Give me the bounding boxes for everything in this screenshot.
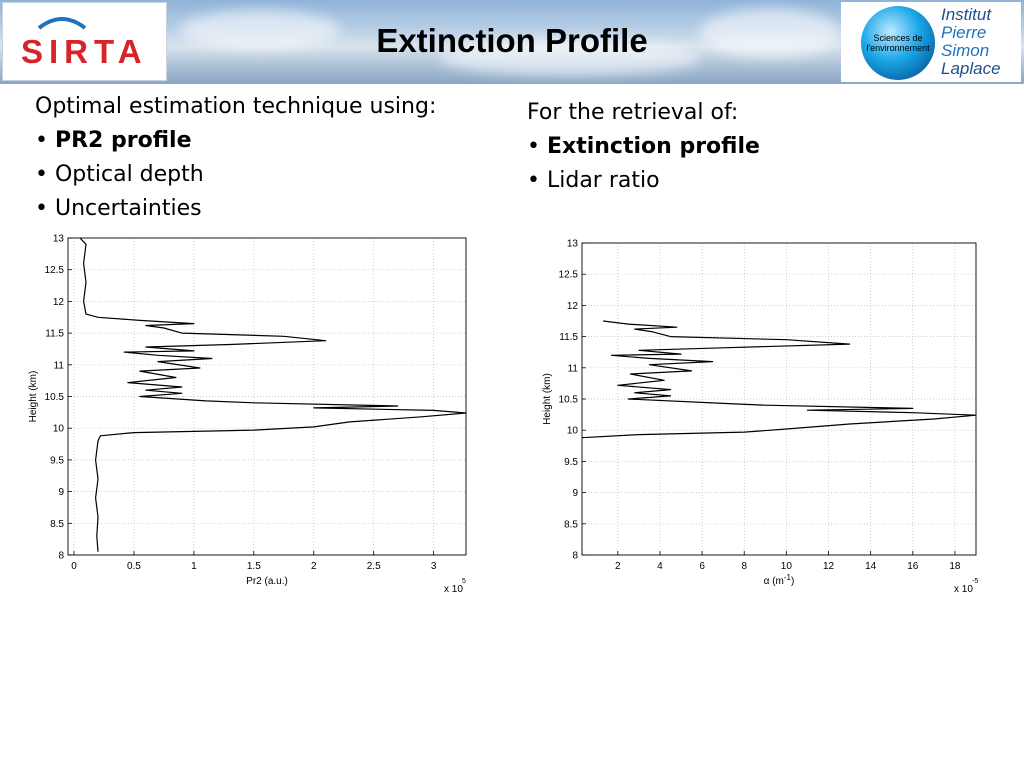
x-tick-label: 3 xyxy=(431,561,437,572)
y-tick-label: 10.5 xyxy=(45,392,65,403)
x-tick-label: 6 xyxy=(699,561,705,572)
y-tick-label: 9 xyxy=(572,488,578,499)
x-tick-label: 8 xyxy=(741,561,747,572)
right-text-block: For the retrieval of: • Extinction profi… xyxy=(527,96,760,198)
ipsl-line-3: Simon xyxy=(941,41,990,60)
left-bullet-3-text: Uncertainties xyxy=(54,196,202,221)
y-tick-label: 11 xyxy=(568,363,579,374)
left-bullet-3: • Uncertainties xyxy=(35,196,202,221)
right-bullet-2: • Lidar ratio xyxy=(527,168,660,193)
x-tick-label: 14 xyxy=(865,561,877,572)
y-tick-label: 11 xyxy=(54,360,65,371)
y-tick-label: 10 xyxy=(53,424,65,435)
x-multiplier-label: x 10 xyxy=(444,584,463,595)
x-axis-label: Pr2 (a.u.) xyxy=(246,576,288,587)
x-tick-label: 1.5 xyxy=(247,561,261,572)
y-tick-label: 8.5 xyxy=(50,519,64,530)
x-tick-label: 2 xyxy=(311,561,317,572)
y-tick-label: 8 xyxy=(572,551,578,562)
x-tick-label: 16 xyxy=(907,561,919,572)
x-axis-label: α (m-1) xyxy=(764,573,795,587)
cloud-decoration xyxy=(440,40,700,76)
left-intro: Optimal estimation technique using: xyxy=(35,94,437,119)
y-tick-label: 12 xyxy=(53,297,65,308)
x-tick-label: 10 xyxy=(781,561,793,572)
series-line-0 xyxy=(79,237,467,552)
series-line-0 xyxy=(581,320,977,439)
ipsl-line-4: Laplace xyxy=(941,59,1001,78)
header-banner: SIRTA Extinction Profile Sciences de l'e… xyxy=(0,0,1024,84)
y-tick-label: 13 xyxy=(53,234,65,245)
right-bullet-2-text: Lidar ratio xyxy=(546,168,660,193)
y-tick-label: 13 xyxy=(567,239,579,250)
y-tick-label: 10 xyxy=(567,426,579,437)
left-bullet-1-text: PR2 profile xyxy=(54,128,192,153)
x-axis-label-exp: -1 xyxy=(784,573,792,582)
x-multiplier-exp: -5 xyxy=(972,578,978,585)
y-tick-label: 12.5 xyxy=(559,270,579,281)
y-tick-label: 11.5 xyxy=(45,329,64,340)
plot-frame xyxy=(67,237,467,556)
y-tick-label: 9 xyxy=(58,487,64,498)
x-tick-label: 0.5 xyxy=(127,561,141,572)
ipsl-line-2: Pierre xyxy=(941,23,987,42)
x-tick-label: 2 xyxy=(615,561,621,572)
x-tick-label: 12 xyxy=(823,561,835,572)
y-tick-label: 8.5 xyxy=(564,519,578,530)
left-text-block: Optimal estimation technique using: • PR… xyxy=(35,90,436,226)
right-bullet-1-text: Extinction profile xyxy=(546,134,760,159)
x-multiplier-label: x 10 xyxy=(954,584,973,595)
y-tick-label: 9.5 xyxy=(564,457,578,468)
page-title: Extinction Profile xyxy=(376,22,648,59)
ipsl-logo: Sciences de l'environnement Institut Pie… xyxy=(841,2,1021,82)
plot-frame xyxy=(581,242,977,556)
left-bullet-2: • Optical depth xyxy=(35,162,204,187)
y-tick-label: 9.5 xyxy=(50,455,64,466)
y-axis-label: Height (km) xyxy=(28,371,39,423)
sirta-logo: SIRTA xyxy=(2,2,167,81)
x-tick-label: 2.5 xyxy=(367,561,381,572)
x-tick-label: 4 xyxy=(657,561,663,572)
left-bullet-1: • PR2 profile xyxy=(35,128,192,153)
cloud-decoration xyxy=(700,8,840,58)
y-axis-label: Height (km) xyxy=(542,373,553,425)
y-tick-label: 12 xyxy=(567,301,579,312)
right-intro: For the retrieval of: xyxy=(527,100,739,125)
ipsl-line-1: Institut xyxy=(941,5,992,24)
globe-icon xyxy=(861,6,935,80)
x-tick-label: 1 xyxy=(191,561,197,572)
sirta-arc-icon xyxy=(37,17,87,30)
cloud-decoration xyxy=(180,10,340,50)
y-tick-label: 11.5 xyxy=(559,332,578,343)
y-tick-label: 10.5 xyxy=(559,395,579,406)
x-tick-label: 18 xyxy=(949,561,961,572)
y-tick-label: 12.5 xyxy=(45,265,65,276)
x-axis-label-end: ) xyxy=(791,576,794,587)
right-bullet-1: • Extinction profile xyxy=(527,134,760,159)
x-multiplier-exp: 5 xyxy=(462,578,466,585)
x-tick-label: 0 xyxy=(71,561,77,572)
ipsl-globe-text: Sciences de l'environnement xyxy=(866,33,930,53)
left-bullet-2-text: Optical depth xyxy=(54,162,204,187)
sirta-logo-text: SIRTA xyxy=(21,33,148,70)
y-tick-label: 8 xyxy=(58,551,64,562)
